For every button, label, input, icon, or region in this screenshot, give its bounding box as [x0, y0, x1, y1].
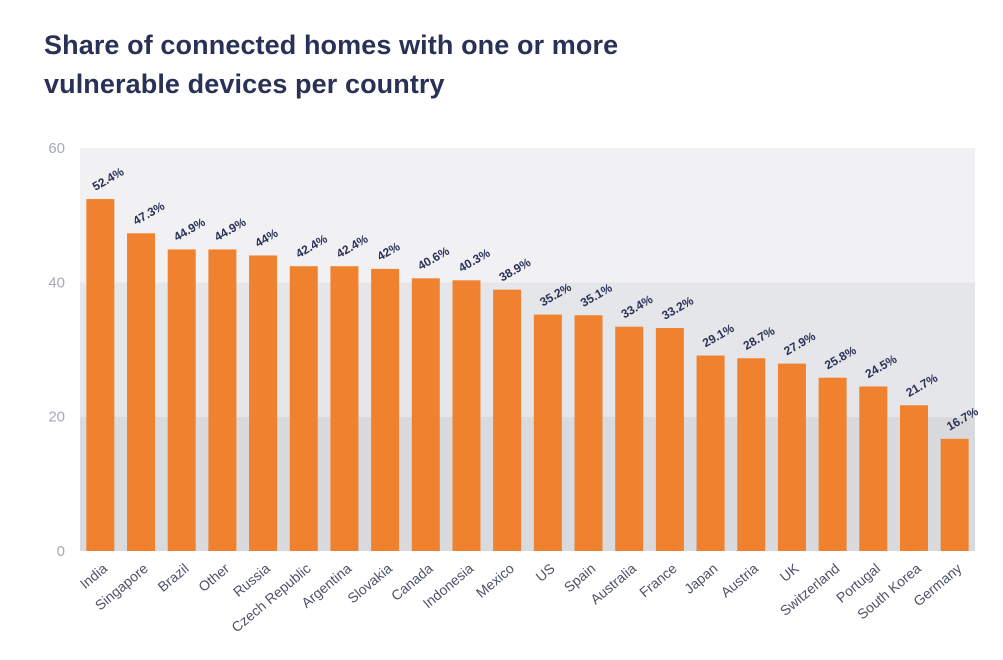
bar [737, 358, 766, 551]
bar [411, 278, 440, 551]
bar [777, 363, 806, 551]
bar [330, 266, 359, 551]
bar [818, 377, 847, 551]
bar [249, 255, 278, 551]
y-tick-label: 20 [48, 409, 65, 426]
bar [940, 438, 969, 551]
bar [289, 266, 318, 551]
category-label: UK [777, 560, 803, 585]
bar [208, 249, 237, 551]
bar [574, 315, 603, 551]
category-label: Australia [587, 560, 639, 607]
category-label: Other [195, 560, 232, 595]
y-tick-label: 40 [48, 274, 65, 291]
bar [493, 289, 522, 551]
y-tick-label: 60 [48, 140, 65, 157]
category-label: Japan [681, 560, 721, 597]
bar [86, 199, 115, 551]
bar [371, 268, 400, 551]
bar [899, 405, 928, 551]
bar [859, 386, 888, 551]
category-label: Brazil [155, 560, 192, 595]
y-tick-label: 0 [57, 543, 65, 560]
bar [696, 355, 725, 551]
bar [615, 326, 644, 551]
category-label: Slovakia [344, 560, 395, 606]
category-label: France [636, 560, 680, 600]
bar [452, 280, 481, 551]
chart-title: Share of connected homes with one or mor… [44, 30, 619, 99]
category-label: US [533, 560, 558, 585]
category-label: Austria [718, 560, 762, 600]
bar [533, 314, 562, 551]
category-label: Mexico [473, 560, 517, 601]
bar [167, 249, 196, 551]
bar [655, 328, 684, 551]
category-label: India [77, 560, 111, 592]
bar [127, 233, 156, 551]
